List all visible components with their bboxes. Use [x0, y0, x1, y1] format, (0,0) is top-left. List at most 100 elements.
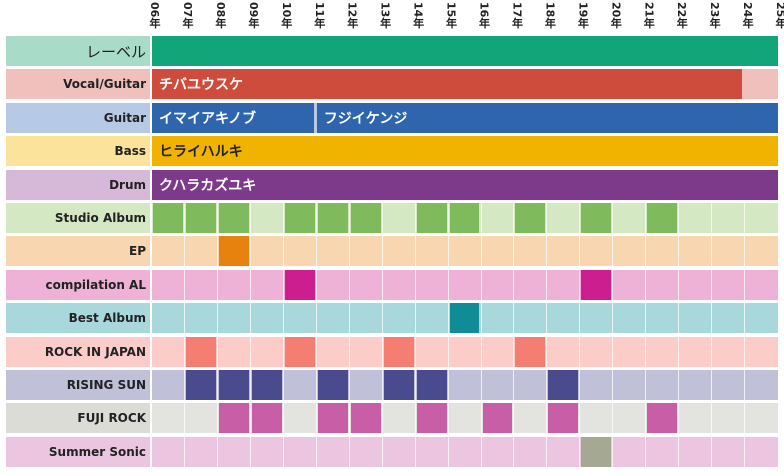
grid-line — [216, 203, 218, 233]
grid-line — [216, 269, 218, 300]
grid-line — [546, 436, 548, 467]
grid-line — [381, 336, 383, 367]
grid-line — [315, 336, 317, 367]
grid-line — [678, 370, 680, 400]
grid-line — [183, 436, 185, 467]
grid-line — [612, 403, 614, 434]
release-cell — [350, 203, 381, 233]
year-label: 13年 — [378, 2, 392, 29]
grid-line — [216, 436, 218, 467]
release-cell — [317, 370, 348, 400]
grid-line — [579, 236, 581, 267]
release-cell — [581, 203, 612, 233]
row-label-studio-album: Studio Album — [6, 203, 150, 233]
grid-line — [447, 203, 449, 233]
year-label: 08年 — [213, 2, 227, 29]
grid-line — [678, 303, 680, 334]
grid-line — [744, 203, 746, 233]
grid-line — [645, 436, 647, 467]
release-cell — [515, 336, 546, 367]
year-label: 16年 — [477, 2, 491, 29]
grid-line — [249, 403, 251, 434]
release-cell — [317, 403, 348, 434]
row-label-compilation-al: compilation AL — [6, 269, 150, 300]
release-cell — [449, 203, 480, 233]
grid-line — [645, 403, 647, 434]
grid-line — [183, 236, 185, 267]
release-cell — [185, 336, 216, 367]
grid-line — [480, 370, 482, 400]
grid-line — [480, 336, 482, 367]
release-cell — [350, 403, 381, 434]
release-cell — [251, 403, 282, 434]
grid-line — [645, 236, 647, 267]
release-cell — [218, 203, 249, 233]
grid-line — [711, 203, 713, 233]
grid-line — [282, 370, 284, 400]
grid-line — [183, 303, 185, 334]
member-bar: フジイケンジ — [316, 102, 778, 133]
grid-line — [645, 203, 647, 233]
release-cell — [416, 370, 447, 400]
grid-line — [381, 403, 383, 434]
member-bar: チバユウスケ — [152, 69, 743, 100]
grid-line — [216, 236, 218, 267]
grid-line — [678, 203, 680, 233]
grid-line — [480, 236, 482, 267]
grid-line — [315, 303, 317, 334]
grid-line — [414, 203, 416, 233]
grid-line — [348, 370, 350, 400]
grid-line — [381, 236, 383, 267]
year-label: 07年 — [180, 2, 194, 29]
release-cell — [515, 203, 546, 233]
release-cell — [153, 203, 183, 233]
release-cell — [185, 370, 216, 400]
grid-line — [282, 336, 284, 367]
row-label-guitar: Guitar — [6, 102, 150, 133]
release-cell — [482, 403, 513, 434]
grid-line — [612, 336, 614, 367]
grid-line — [744, 303, 746, 334]
grid-line — [546, 203, 548, 233]
year-label: 24年 — [741, 2, 755, 29]
grid-line — [744, 236, 746, 267]
row-label-rising-sun: RISING SUN — [6, 370, 150, 400]
grid-line — [282, 436, 284, 467]
grid-line — [282, 203, 284, 233]
year-label: 14年 — [411, 2, 425, 29]
row-track-ep — [152, 236, 778, 267]
grid-line — [216, 403, 218, 434]
release-cell — [416, 403, 447, 434]
release-cell — [284, 203, 315, 233]
grid-line — [546, 236, 548, 267]
grid-line — [711, 370, 713, 400]
grid-line — [282, 403, 284, 434]
member-bar: ヒライハルキ — [152, 136, 778, 167]
grid-line — [711, 269, 713, 300]
grid-line — [447, 370, 449, 400]
grid-line — [744, 403, 746, 434]
release-cell — [218, 370, 249, 400]
grid-line — [645, 303, 647, 334]
grid-line — [711, 436, 713, 467]
grid-line — [249, 436, 251, 467]
grid-line — [744, 436, 746, 467]
row-label-ep: EP — [6, 236, 150, 267]
release-cell — [218, 236, 249, 267]
grid-line — [315, 203, 317, 233]
year-label: 11年 — [312, 2, 326, 29]
grid-line — [315, 436, 317, 467]
grid-line — [480, 436, 482, 467]
grid-line — [546, 336, 548, 367]
year-label: 12年 — [345, 2, 359, 29]
grid-line — [381, 203, 383, 233]
release-cell — [383, 336, 414, 367]
row-label-best-album: Best Album — [6, 303, 150, 334]
grid-line — [216, 336, 218, 367]
grid-line — [348, 436, 350, 467]
grid-line — [216, 370, 218, 400]
grid-line — [579, 336, 581, 367]
grid-line — [447, 303, 449, 334]
grid-line — [414, 336, 416, 367]
release-cell — [449, 303, 480, 334]
